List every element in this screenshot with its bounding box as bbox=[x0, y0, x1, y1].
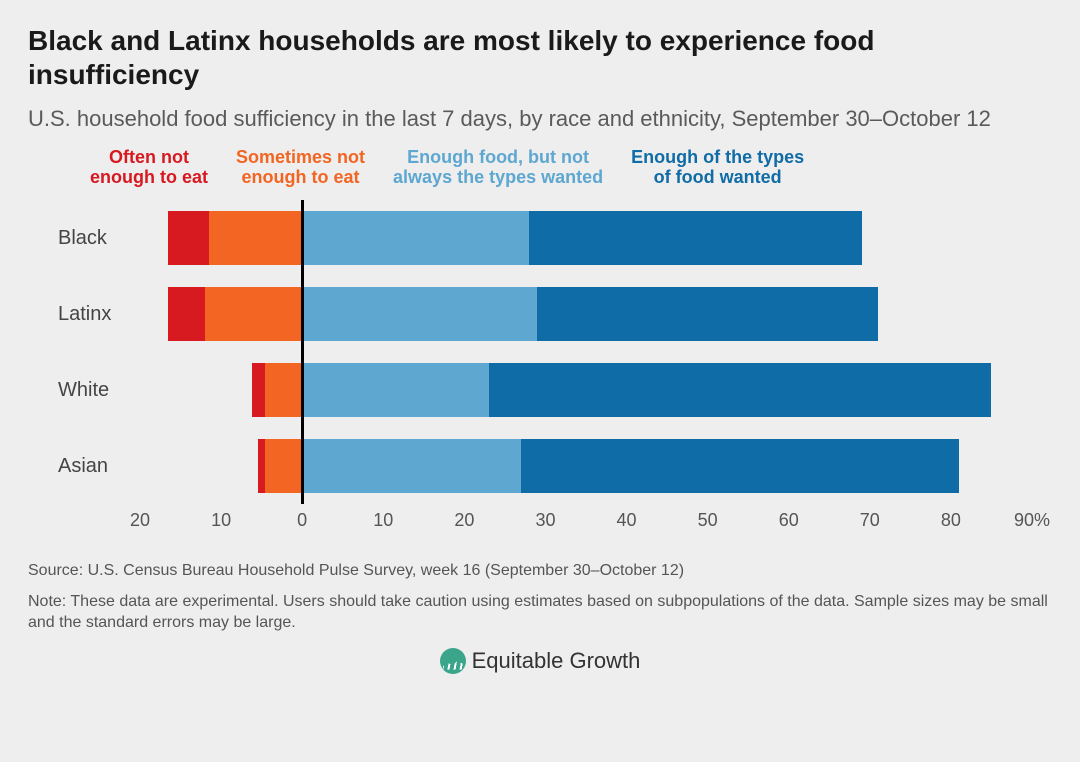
row-label: Latinx bbox=[58, 303, 140, 326]
bar-segment bbox=[489, 363, 992, 417]
chart-area: Black Latinx White Asian 20 10 0 10 20 30 40 50 60 7… bbox=[58, 200, 1032, 540]
bar-segment bbox=[209, 211, 302, 265]
bar-segment bbox=[537, 287, 878, 341]
table-row: Asian bbox=[58, 428, 1032, 504]
bar-segment bbox=[302, 363, 489, 417]
bar-segment bbox=[302, 439, 521, 493]
table-row: Latinx bbox=[58, 276, 1032, 352]
note-text: Note: These data are experimental. Users… bbox=[28, 592, 1052, 634]
row-label: Asian bbox=[58, 455, 140, 478]
bar-track bbox=[140, 363, 1032, 417]
chart-title: Black and Latinx households are most lik… bbox=[28, 24, 1052, 91]
x-tick: 50 bbox=[698, 510, 718, 531]
bar-segment bbox=[265, 439, 302, 493]
x-tick: 80 bbox=[941, 510, 961, 531]
bar-track bbox=[140, 287, 1032, 341]
bar-segment bbox=[252, 363, 265, 417]
logo-icon bbox=[440, 648, 466, 674]
bar-track bbox=[140, 439, 1032, 493]
x-axis: 20100102030405060708090% bbox=[140, 510, 1032, 540]
row-label: White bbox=[58, 379, 140, 402]
x-tick: 20 bbox=[454, 510, 474, 531]
bar-segment bbox=[205, 287, 302, 341]
bar-segment bbox=[529, 211, 861, 265]
bar-segment bbox=[521, 439, 959, 493]
source-text: Source: U.S. Census Bureau Household Pul… bbox=[28, 562, 1052, 580]
legend-item: Enough food, but notalways the types wan… bbox=[393, 147, 603, 188]
bar-track bbox=[140, 211, 1032, 265]
x-tick: 70 bbox=[860, 510, 880, 531]
bar-segment bbox=[168, 211, 209, 265]
table-row: White bbox=[58, 352, 1032, 428]
x-tick: 90% bbox=[1014, 510, 1050, 531]
legend-item: Enough of the typesof food wanted bbox=[631, 147, 804, 188]
zero-axis-line bbox=[301, 200, 304, 504]
row-label: Black bbox=[58, 227, 140, 250]
bar-segment bbox=[168, 287, 204, 341]
x-tick: 20 bbox=[130, 510, 150, 531]
legend-item: Sometimes notenough to eat bbox=[236, 147, 365, 188]
x-tick: 10 bbox=[373, 510, 393, 531]
x-tick: 60 bbox=[779, 510, 799, 531]
x-tick: 10 bbox=[211, 510, 231, 531]
legend: Often notenough to eat Sometimes notenoug… bbox=[90, 147, 1052, 188]
x-tick: 40 bbox=[617, 510, 637, 531]
legend-item: Often notenough to eat bbox=[90, 147, 208, 188]
x-tick: 0 bbox=[297, 510, 307, 531]
bar-segment bbox=[265, 363, 302, 417]
table-row: Black bbox=[58, 200, 1032, 276]
x-tick: 30 bbox=[535, 510, 555, 531]
bar-segment bbox=[302, 211, 529, 265]
bar-segment bbox=[302, 287, 537, 341]
logo: Equitable Growth bbox=[28, 648, 1052, 674]
logo-text: Equitable Growth bbox=[472, 648, 641, 674]
chart-subtitle: U.S. household food sufficiency in the l… bbox=[28, 105, 1052, 133]
